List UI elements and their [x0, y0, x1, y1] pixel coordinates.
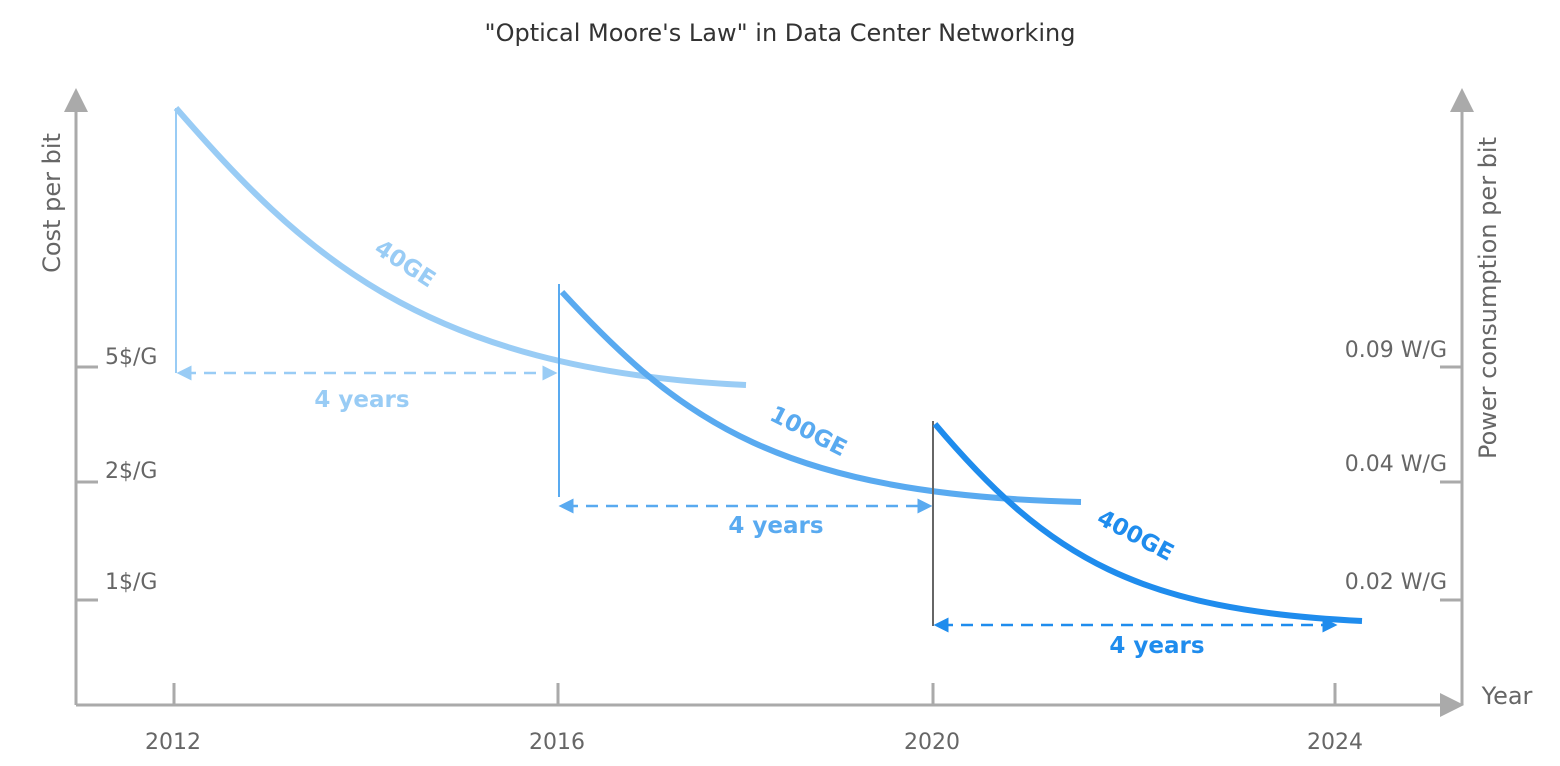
x-tick-label-2012: 2012	[145, 730, 201, 755]
interval-1-label: 4 years	[314, 387, 409, 413]
interval-2-label: 4 years	[728, 513, 823, 539]
series-40ge-label: 40GE	[370, 235, 440, 293]
left-tick-label-1: 1$/G	[105, 570, 157, 595]
right-axis-title: Power consumption per bit	[1474, 137, 1502, 459]
series-400ge: 400GE	[932, 421, 1363, 626]
right-tick-label-004: 0.04 W/G	[1345, 452, 1447, 477]
series-400ge-label: 400GE	[1093, 505, 1178, 567]
right-tick-label-009: 0.09 W/G	[1345, 338, 1447, 363]
right-tick-label-002: 0.02 W/G	[1345, 570, 1447, 595]
series-400ge-curve	[932, 422, 1363, 624]
left-axis-title: Cost per bit	[38, 133, 66, 273]
left-tick-label-5: 5$/G	[105, 345, 157, 370]
chart-title: "Optical Moore's Law" in Data Center Net…	[485, 19, 1076, 47]
series-40ge-curve	[173, 106, 747, 388]
interval-2: 4 years	[558, 498, 933, 539]
x-tick-label-2020: 2020	[904, 730, 960, 755]
interval-3-label: 4 years	[1109, 633, 1204, 659]
interval-1: 4 years	[176, 365, 558, 413]
x-tick-label-2024: 2024	[1307, 730, 1363, 755]
x-axis-title: Year	[1481, 682, 1533, 710]
series-100ge-curve	[559, 289, 1082, 505]
axes	[64, 88, 1474, 717]
interval-3: 4 years	[933, 617, 1338, 659]
series-40ge: 40GE	[173, 106, 747, 388]
x-tick-label-2016: 2016	[529, 730, 585, 755]
left-tick-label-2: 2$/G	[105, 459, 157, 484]
series-100ge: 100GE	[558, 284, 1082, 505]
